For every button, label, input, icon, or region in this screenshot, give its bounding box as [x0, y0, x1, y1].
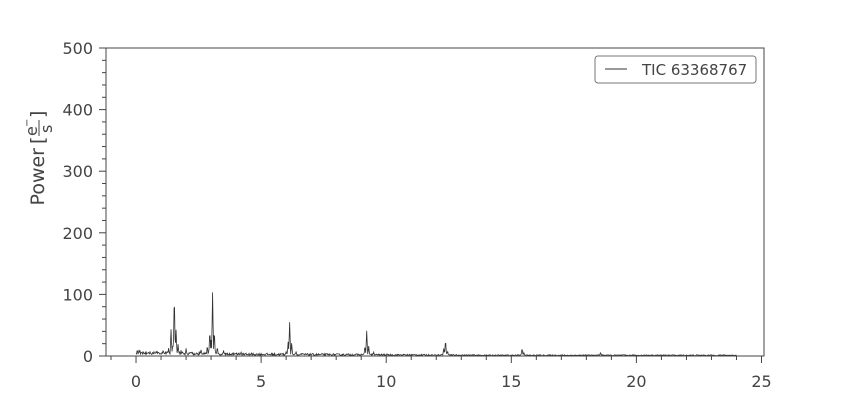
x-tick-label: 5: [256, 372, 266, 391]
y-axis-title: Power: [27, 148, 49, 206]
x-tick-label: 10: [376, 372, 396, 391]
y-tick-label: 100: [62, 285, 93, 304]
major-ticks: 0 100 200 300 400 500 0 5 10 15 20 25: [62, 39, 771, 391]
y-tick-label: 400: [62, 101, 93, 120]
legend-box: [594, 55, 757, 84]
series-line: [135, 292, 737, 358]
y-axis-label: Power [ e − s ]: [22, 111, 56, 206]
y-tick-label: 0: [83, 347, 93, 366]
y-axis-unit-numerator: e: [22, 126, 41, 136]
y-tick-label: 500: [62, 39, 93, 58]
y-axis-unit-denominator: s: [37, 125, 56, 133]
plot-frame: [105, 47, 765, 357]
legend-label: TIC 63368767: [641, 61, 747, 79]
y-axis-bracket-close: ]: [27, 111, 49, 118]
x-tick-label: 20: [626, 372, 646, 391]
y-tick-label: 300: [62, 162, 93, 181]
x-tick-label: 15: [501, 372, 521, 391]
y-tick-label: 200: [62, 224, 93, 243]
series-layer: [135, 292, 737, 358]
y-axis-bracket-open: [: [27, 137, 49, 144]
plot-background: [106, 48, 764, 356]
y-axis-unit-superscript: −: [22, 119, 33, 127]
legend: TIC 63368767: [594, 55, 757, 84]
x-tick-label: 0: [131, 372, 141, 391]
minor-ticks: [102, 59, 737, 360]
x-tick-label: 25: [751, 372, 771, 391]
